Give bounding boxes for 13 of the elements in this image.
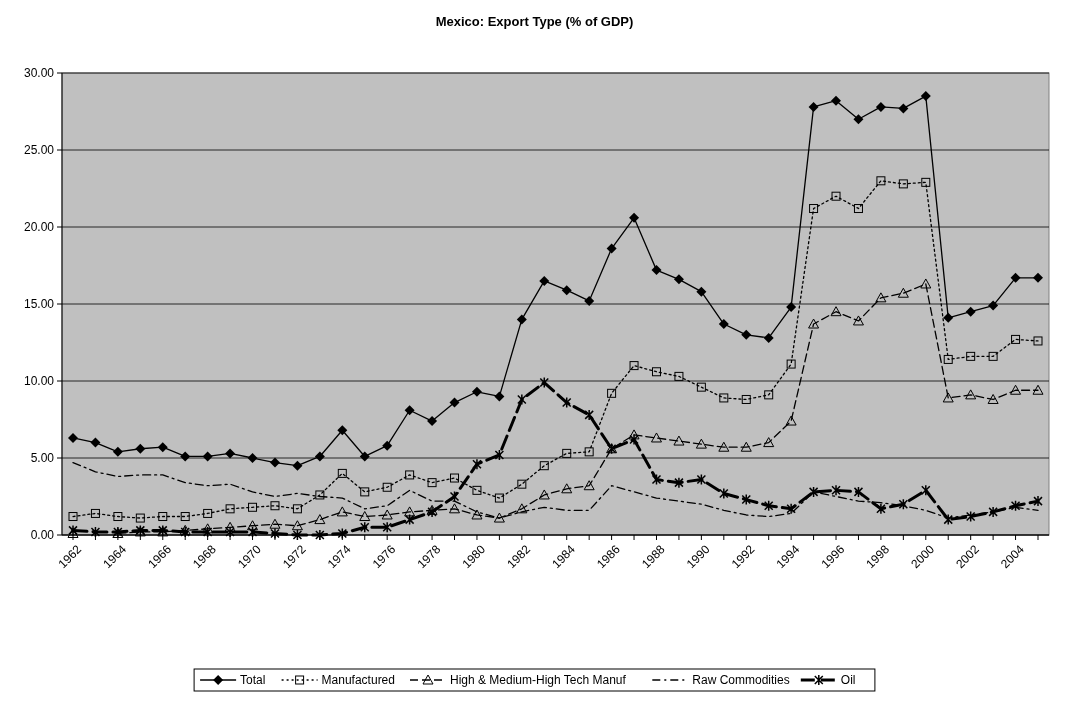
y-tick-label: 10.00 xyxy=(23,374,55,389)
legend-label: Oil xyxy=(840,673,856,688)
legend-label: Total xyxy=(240,673,266,688)
legend-label: Manufactured xyxy=(321,673,395,688)
legend-label: Raw Commodities xyxy=(692,673,790,688)
chart-title: Mexico: Export Type (% of GDP) xyxy=(435,14,634,29)
legend-label: High & Medium-High Tech Manuf xyxy=(450,673,627,688)
y-tick-label: 20.00 xyxy=(23,220,55,235)
y-tick-label: 15.00 xyxy=(23,297,55,312)
y-tick-label: 0.00 xyxy=(30,528,55,543)
y-tick-label: 5.00 xyxy=(30,451,55,466)
y-tick-label: 30.00 xyxy=(23,66,55,81)
y-tick-label: 25.00 xyxy=(23,143,55,158)
